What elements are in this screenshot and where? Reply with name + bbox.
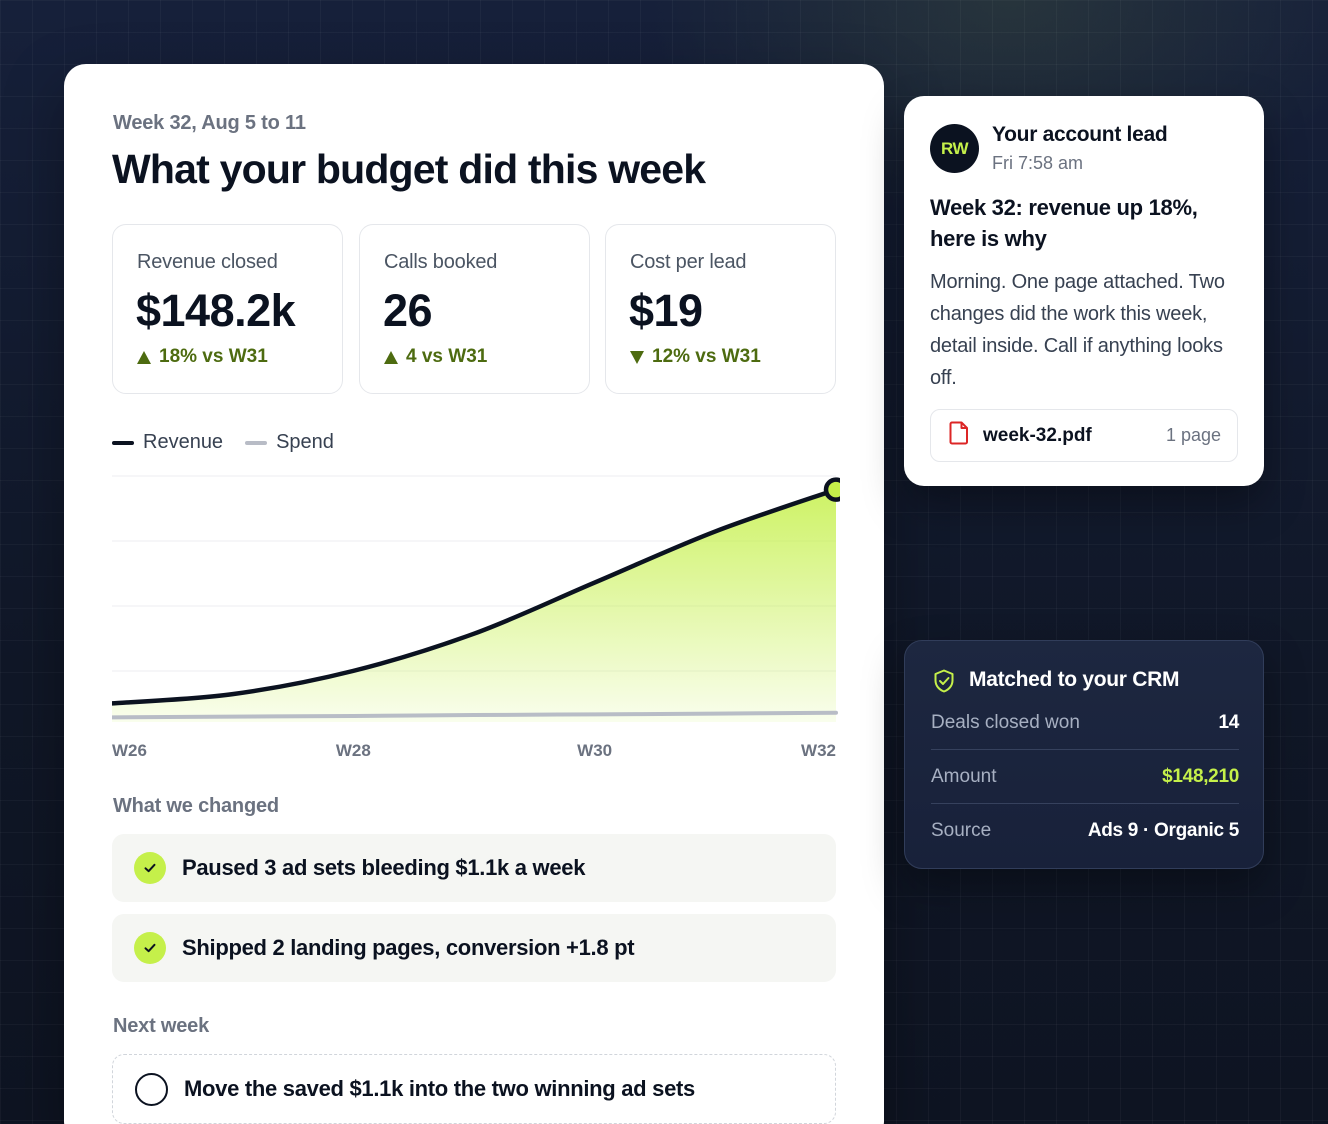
kpi-card-cost-per-lead: Cost per lead $19 12% vs W31 <box>605 224 836 394</box>
attachment-pdf[interactable]: week-32.pdf 1 page <box>930 409 1238 462</box>
kpi-value: $148.2k <box>136 285 296 336</box>
task-text: Move the saved $1.1k into the two winnin… <box>184 1076 695 1101</box>
kpi-value: 26 <box>383 285 433 336</box>
file-pdf-icon <box>949 421 969 450</box>
shield-check-icon <box>933 669 955 698</box>
x-tick-label: W26 <box>112 741 147 760</box>
kpi-label: Cost per lead <box>630 251 747 273</box>
task-checkbox[interactable] <box>135 1072 168 1106</box>
change-item-text: Paused 3 ad sets bleeding $1.1k a week <box>182 855 586 880</box>
kpi-delta-text: 18% vs W31 <box>159 346 268 367</box>
legend-item-revenue: Revenue <box>112 431 223 454</box>
triangle-up-icon <box>384 350 398 364</box>
section-label-changes: What we changed <box>113 795 279 817</box>
revenue-line <box>112 487 839 706</box>
section-label-next-week: Next week <box>113 1015 210 1037</box>
spend-line <box>112 710 838 720</box>
crm-value: Ads 9 · Organic 5 <box>1087 820 1239 841</box>
triangle-up-icon <box>137 350 151 364</box>
x-tick-label: W30 <box>577 741 612 760</box>
kpi-delta: 18% vs W31 <box>137 346 268 368</box>
check-icon <box>134 932 166 964</box>
kpi-delta: 4 vs W31 <box>384 346 487 368</box>
crm-row-deals: Deals closed won 14 <box>931 696 1239 750</box>
kpi-delta: 12% vs W31 <box>630 346 761 368</box>
check-icon <box>134 852 166 884</box>
account-lead-message-card: RW Your account lead Fri 7:58 am Week 32… <box>904 96 1264 486</box>
chart-legend: Revenue Spend <box>112 431 334 454</box>
attachment-name: week-32.pdf <box>983 424 1092 446</box>
triangle-down-icon <box>630 350 644 364</box>
revenue-spend-chart: W26 W28 W30 W32 <box>112 475 840 760</box>
kpi-value: $19 <box>629 285 703 336</box>
kpi-label: Calls booked <box>384 251 498 273</box>
legend-label: Revenue <box>143 431 224 453</box>
avatar: RW <box>930 124 979 173</box>
kpi-card-calls: Calls booked 26 4 vs W31 <box>359 224 590 394</box>
legend-swatch-spend <box>245 440 268 445</box>
legend-swatch-revenue <box>112 440 134 445</box>
legend-label: Spend <box>276 431 334 453</box>
attachment-pages: 1 page <box>1165 425 1221 445</box>
crm-title: Matched to your CRM <box>969 668 1180 691</box>
crm-key: Source <box>931 820 992 841</box>
crm-match-card: Matched to your CRM Deals closed won 14 … <box>904 640 1264 869</box>
weekly-report-card: Week 32, Aug 5 to 11 What your budget di… <box>64 64 884 1124</box>
x-tick-label: W28 <box>336 741 371 760</box>
x-tick-label: W32 <box>801 741 836 760</box>
kpi-card-revenue: Revenue closed $148.2k 18% vs W31 <box>112 224 343 394</box>
message-time: Fri 7:58 am <box>992 153 1084 173</box>
message-sender: Your account lead <box>992 123 1168 146</box>
kpi-label: Revenue closed <box>137 251 278 273</box>
change-item: Shipped 2 landing pages, conversion +1.8… <box>112 914 836 982</box>
crm-row-source: Source Ads 9 · Organic 5 <box>931 804 1239 858</box>
kpi-delta-text: 12% vs W31 <box>652 346 761 367</box>
revenue-endpoint-marker <box>823 477 840 502</box>
message-body: Morning. One page attached. Two changes … <box>930 271 1225 389</box>
crm-row-amount: Amount $148,210 <box>931 750 1239 804</box>
change-item-text: Shipped 2 landing pages, conversion +1.8… <box>182 935 635 960</box>
next-week-task[interactable]: Move the saved $1.1k into the two winnin… <box>112 1054 836 1124</box>
change-item: Paused 3 ad sets bleeding $1.1k a week <box>112 834 836 902</box>
report-week-range: Week 32, Aug 5 to 11 <box>113 112 306 134</box>
crm-key: Amount <box>931 765 997 787</box>
crm-value: $148,210 <box>1162 765 1239 787</box>
kpi-delta-text: 4 vs W31 <box>406 346 488 367</box>
crm-value: 14 <box>1218 711 1239 733</box>
revenue-area <box>112 489 836 722</box>
legend-item-spend: Spend <box>245 431 334 454</box>
message-title: Week 32: revenue up 18%, here is why <box>930 195 1198 251</box>
page-title: What your budget did this week <box>112 146 706 192</box>
crm-key: Deals closed won <box>931 711 1080 733</box>
